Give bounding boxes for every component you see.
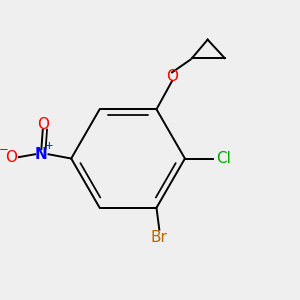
Text: Cl: Cl: [216, 151, 231, 166]
Text: +: +: [45, 141, 54, 151]
Text: O: O: [37, 117, 49, 132]
Text: O: O: [5, 150, 17, 165]
Text: N: N: [35, 147, 48, 162]
Text: O: O: [166, 69, 178, 84]
Text: −: −: [0, 142, 8, 156]
Text: Br: Br: [151, 230, 168, 245]
